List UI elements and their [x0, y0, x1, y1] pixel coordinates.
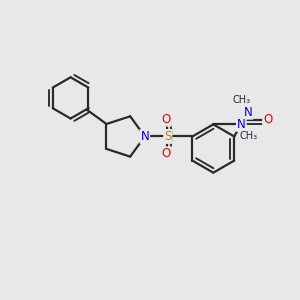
Text: N: N: [140, 130, 149, 143]
Text: O: O: [162, 147, 171, 160]
Text: CH₃: CH₃: [239, 131, 257, 142]
Text: S: S: [164, 130, 172, 143]
Text: N: N: [244, 106, 253, 119]
Text: N: N: [237, 118, 246, 131]
Text: CH₃: CH₃: [232, 95, 250, 105]
Text: O: O: [263, 113, 272, 126]
Text: O: O: [162, 112, 171, 126]
